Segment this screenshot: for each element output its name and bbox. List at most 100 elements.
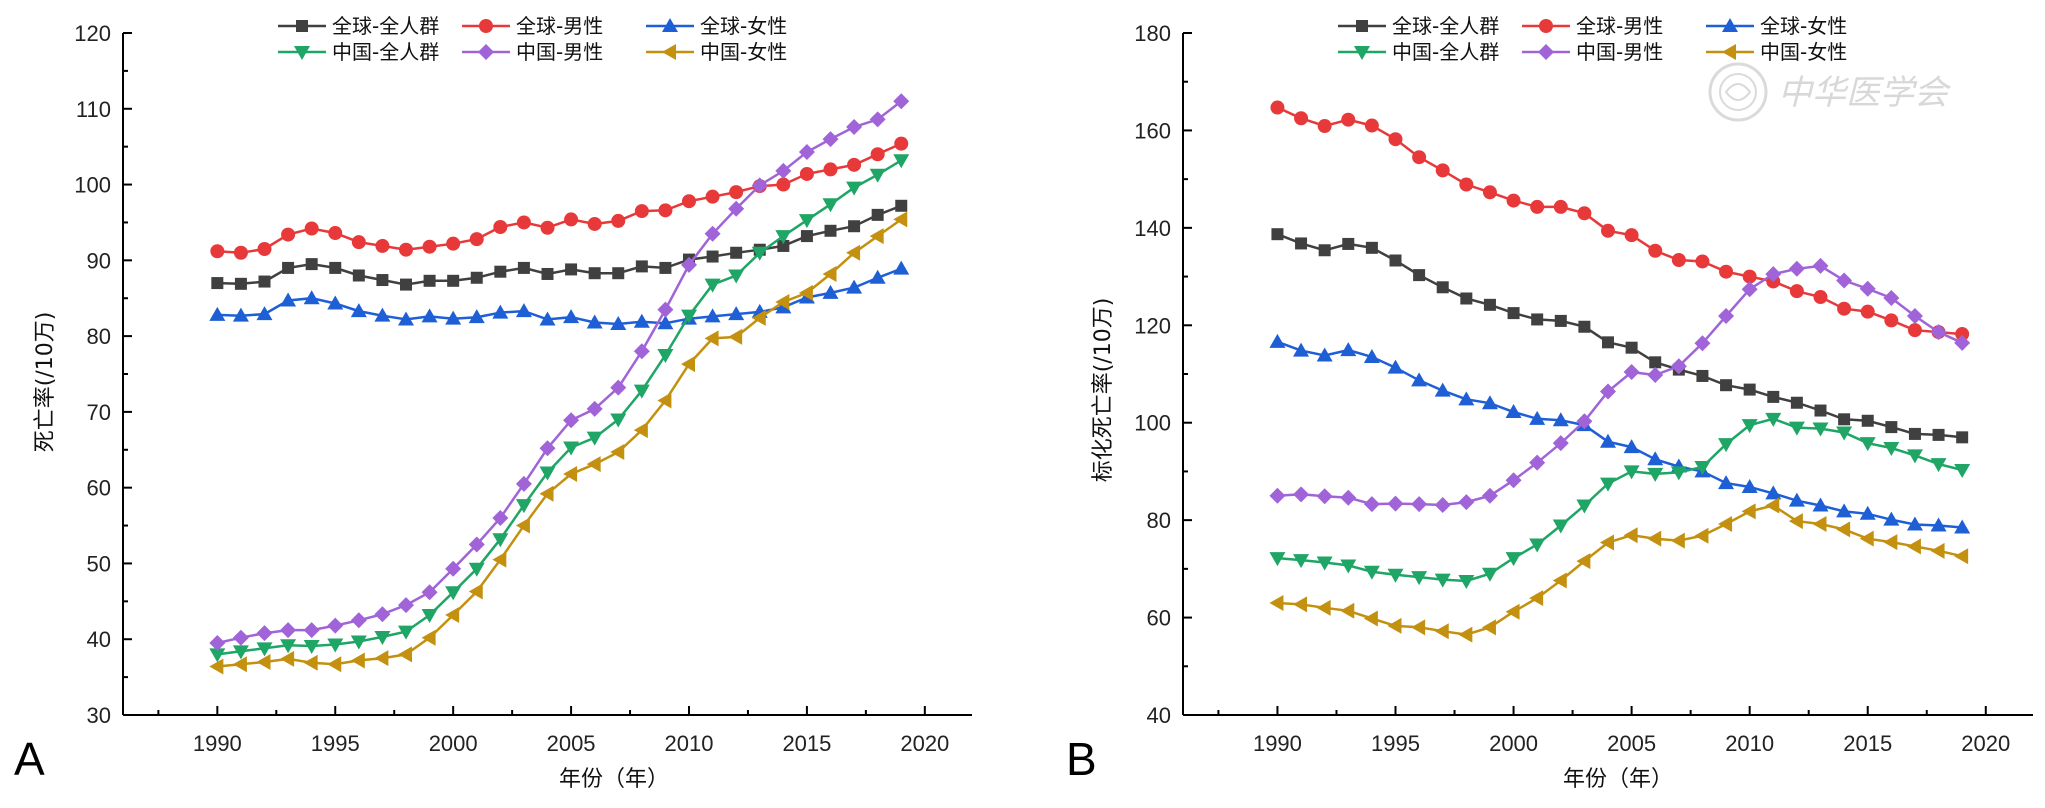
data-point-china-male-b <box>1363 496 1380 513</box>
data-point-china-female-b <box>1340 602 1355 619</box>
series-line-global-male-b <box>1276 106 1963 336</box>
data-point-global-female-a <box>893 260 910 275</box>
legend-marker-china-all-b <box>1354 46 1370 60</box>
legend-label-b: 全球-全人群 <box>1392 14 1499 38</box>
data-point-china-female-b <box>1741 503 1756 520</box>
data-point-china-male-a <box>728 200 745 217</box>
data-point-global-male-a <box>328 226 343 241</box>
data-point-china-male-a <box>445 560 462 577</box>
data-point-china-male-b <box>1954 334 1971 351</box>
y-tick-label-a: 110 <box>76 97 111 122</box>
data-point-global-male-b <box>1317 119 1332 134</box>
data-point-global-all-b <box>1460 292 1473 305</box>
data-point-global-male-a <box>257 241 272 256</box>
data-point-china-female-b <box>1883 534 1898 551</box>
x-tick-label-b: 2005 <box>1607 731 1656 756</box>
data-point-china-all-b <box>1930 458 1947 473</box>
data-point-china-all-b <box>1411 571 1428 586</box>
data-point-china-male-b <box>1529 454 1546 471</box>
series-global-all-a <box>211 199 908 291</box>
data-point-global-all-b <box>1365 241 1378 254</box>
series-line-global-all-a <box>217 204 902 286</box>
data-point-global-all-a <box>800 230 813 243</box>
data-point-china-male-b <box>1340 489 1357 506</box>
data-point-global-all-b <box>1318 244 1331 257</box>
data-point-china-all-a <box>869 168 886 183</box>
data-point-global-female-b <box>1434 382 1451 397</box>
data-point-global-male-b <box>1719 264 1734 279</box>
legend-marker-china-male-a <box>478 44 494 60</box>
data-point-global-all-a <box>447 274 460 287</box>
data-point-global-male-b <box>1601 223 1615 238</box>
data-point-china-female-a <box>445 606 460 623</box>
data-point-china-female-b <box>1293 596 1308 613</box>
data-point-global-all-a <box>494 265 507 278</box>
x-tick-label-a: 2005 <box>547 731 596 756</box>
data-point-global-all-b <box>1885 421 1898 434</box>
data-point-global-male-b <box>1459 177 1474 192</box>
x-tick-label-a: 2015 <box>782 731 831 756</box>
series-china-male-b <box>1269 257 1971 514</box>
data-point-china-male-a <box>681 256 697 273</box>
data-point-china-female-a <box>468 583 483 600</box>
data-point-global-male-a <box>847 157 862 172</box>
data-point-china-male-a <box>586 400 603 417</box>
data-point-china-all-b <box>1836 426 1853 441</box>
y-tick-label-a: 40 <box>87 627 111 652</box>
legend-label-a: 全球-女性 <box>700 14 787 38</box>
data-point-global-all-a <box>376 274 389 287</box>
data-point-china-male-b <box>1316 488 1333 505</box>
data-point-china-male-b <box>1434 497 1451 514</box>
data-point-china-female-b <box>1836 521 1851 538</box>
data-point-global-all-a <box>612 267 625 280</box>
y-tick-label-a: 60 <box>87 476 111 501</box>
data-point-china-all-b <box>1434 573 1451 588</box>
data-point-china-male-b <box>1505 472 1522 489</box>
data-point-china-all-a <box>563 441 580 456</box>
data-point-global-female-a <box>846 279 863 294</box>
data-point-global-male-b <box>1364 118 1379 133</box>
data-point-global-female-a <box>232 307 249 322</box>
legend-marker-china-male-b <box>1538 44 1554 60</box>
series-china-all-b <box>1269 412 1971 590</box>
data-point-global-male-b <box>1695 254 1710 269</box>
data-point-global-female-a <box>256 306 273 321</box>
data-point-global-male-a <box>611 213 626 228</box>
x-tick-label-b: 2020 <box>1961 731 2010 756</box>
data-point-china-male-b <box>1387 495 1404 512</box>
data-point-global-female-b <box>1906 516 1923 531</box>
data-point-china-male-a <box>610 379 627 396</box>
data-point-global-female-a <box>280 292 297 307</box>
legend-label-b: 中国-女性 <box>1760 40 1847 64</box>
data-point-global-all-b <box>1436 281 1449 294</box>
data-point-global-male-a <box>634 204 649 219</box>
data-point-china-all-a <box>209 648 226 663</box>
data-point-china-female-a <box>893 211 908 228</box>
data-point-global-all-a <box>706 250 719 263</box>
series-china-male-a <box>209 93 910 652</box>
data-point-china-male-a <box>798 143 815 160</box>
data-point-china-female-b <box>1269 594 1284 611</box>
data-point-china-male-a <box>822 131 839 148</box>
data-point-china-female-a <box>563 466 578 483</box>
data-point-china-all-b <box>1859 437 1876 452</box>
data-point-global-all-b <box>1696 369 1709 382</box>
legend-item-global-female-a: 全球-女性 <box>646 14 787 38</box>
data-point-global-all-a <box>352 269 365 282</box>
x-tick-label-a: 2020 <box>900 731 949 756</box>
data-point-china-female-a <box>539 485 554 502</box>
data-point-global-female-b <box>1363 348 1380 363</box>
data-point-china-all-a <box>468 562 485 577</box>
data-point-china-all-b <box>1623 465 1640 480</box>
data-point-global-male-a <box>870 147 885 162</box>
data-point-china-male-a <box>704 225 721 242</box>
data-point-global-male-b <box>1955 327 1970 342</box>
series-line-china-male-b <box>1277 264 1963 507</box>
series-china-female-b <box>1269 497 1969 643</box>
data-point-global-male-a <box>823 162 838 177</box>
axes-b: 40 60 80 100 120 140 160 180 1990 1995 2000 2005 201… <box>1134 21 2033 756</box>
data-point-global-female-b <box>1316 347 1333 362</box>
data-point-china-male-b <box>1576 413 1593 430</box>
data-point-china-all-a <box>633 384 650 399</box>
